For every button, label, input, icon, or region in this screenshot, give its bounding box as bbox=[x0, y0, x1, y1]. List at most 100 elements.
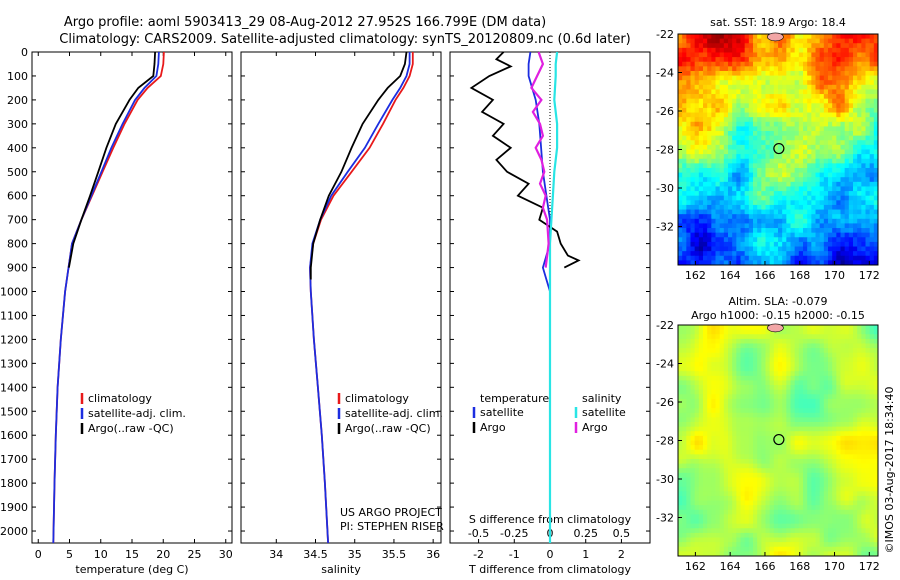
salinity-legend-label: Argo(..raw -QC) bbox=[345, 422, 431, 435]
s-diff-tick-label: 0.5 bbox=[613, 527, 631, 540]
temperature-series-1 bbox=[52, 51, 160, 544]
sla-map-coastline bbox=[767, 323, 784, 333]
sst-map-xtick-label: 166 bbox=[754, 269, 775, 282]
difference-temp-legend-label: satellite bbox=[480, 406, 524, 419]
salinity-xtick-label: 35.5 bbox=[382, 548, 407, 561]
sla-map-ytick-label: -32 bbox=[656, 512, 674, 525]
sla-map-ytick-label: -30 bbox=[656, 473, 674, 486]
sla-map-title-0: Altim. SLA: -0.079 bbox=[728, 295, 827, 308]
sla-map-panel: 162 164 166 168 170 172 -22 -24 -26 -28 -30 -32 Alti… bbox=[656, 295, 880, 573]
sst-map-xtick-label: 162 bbox=[685, 269, 706, 282]
salinity-xtick-label: 35 bbox=[348, 548, 362, 561]
difference-series-3 bbox=[530, 51, 550, 268]
temperature-xtick-label: 0 bbox=[35, 548, 42, 561]
project-annotation: US ARGO PROJECT bbox=[340, 506, 442, 519]
difference-temp-legend-label: Argo bbox=[480, 421, 506, 434]
depth-tick-label: 300 bbox=[7, 118, 28, 131]
sst-map-ytick-label: -26 bbox=[656, 105, 674, 118]
temperature-xtick-label: 15 bbox=[125, 548, 139, 561]
sla-map-xtick-label: 170 bbox=[824, 560, 845, 573]
temperature-legend-label: climatology bbox=[88, 392, 152, 405]
depth-tick-label: 1900 bbox=[0, 501, 28, 514]
salinity-panel: 34 34.5 35 35.5 36 salinity climatology satelli… bbox=[240, 51, 444, 576]
temperature-series-0 bbox=[52, 51, 165, 544]
temperature-legend-label: satellite-adj. clim. bbox=[88, 407, 186, 420]
depth-tick-label: 700 bbox=[7, 214, 28, 227]
s-diff-tick-label: -0.25 bbox=[500, 527, 528, 540]
sla-map-title-1: Argo h1000: -0.15 h2000: -0.15 bbox=[691, 309, 865, 322]
t-diff-tick-label: 0 bbox=[547, 548, 554, 561]
sla-map-xtick-label: 162 bbox=[685, 560, 706, 573]
difference-series-1 bbox=[469, 51, 581, 269]
s-diff-tick-label: -0.5 bbox=[468, 527, 489, 540]
sst-map-ytick-label: -30 bbox=[656, 182, 674, 195]
sla-map-xtick-label: 172 bbox=[859, 560, 880, 573]
sst-map-ytick-label: -24 bbox=[656, 67, 674, 80]
salinity-series-2 bbox=[309, 51, 408, 280]
temperature-series-2 bbox=[68, 51, 156, 268]
depth-tick-label: 500 bbox=[7, 166, 28, 179]
depth-tick-label: 1600 bbox=[0, 429, 28, 442]
title-line-1: Argo profile: aoml 5903413_29 08-Aug-201… bbox=[64, 15, 546, 30]
sla-map-argo-marker bbox=[773, 433, 785, 446]
temperature-panel: 0100200300400500600700800900100011001200… bbox=[0, 46, 233, 576]
sla-map-ytick-label: -22 bbox=[656, 319, 674, 332]
difference-sal-legend-label: Argo bbox=[582, 421, 608, 434]
sla-map-heatmap-cells bbox=[678, 325, 879, 557]
temperature-xtick-label: 10 bbox=[94, 548, 108, 561]
sst-map-xtick-label: 164 bbox=[720, 269, 741, 282]
legend-group-salinity: salinity bbox=[582, 392, 622, 405]
s-diff-tick-label: 0.25 bbox=[573, 527, 598, 540]
depth-tick-label: 400 bbox=[7, 142, 28, 155]
credit-text: ©IMOS 03-Aug-2017 18:34:40 bbox=[883, 387, 896, 554]
sst-map-ytick-label: -32 bbox=[656, 221, 674, 234]
sst-map-xtick-label: 172 bbox=[859, 269, 880, 282]
depth-tick-label: 800 bbox=[7, 238, 28, 251]
sla-map-ytick-label: -28 bbox=[656, 435, 674, 448]
sla-map-ytick-label: -26 bbox=[656, 396, 674, 409]
sst-map-title-0: sat. SST: 18.9 Argo: 18.4 bbox=[710, 16, 846, 29]
depth-tick-label: 1100 bbox=[0, 309, 28, 322]
depth-tick-label: 1000 bbox=[0, 286, 28, 299]
sla-map-xtick-label: 166 bbox=[754, 560, 775, 573]
sst-map-xtick-label: 168 bbox=[789, 269, 810, 282]
pi-annotation: PI: STEPHEN RISER bbox=[340, 520, 444, 533]
temperature-xtick-label: 5 bbox=[66, 548, 73, 561]
title-line-2: Climatology: CARS2009. Satellite-adjuste… bbox=[59, 32, 631, 47]
depth-tick-label: 900 bbox=[7, 262, 28, 275]
temperature-xtick-label: 20 bbox=[156, 548, 170, 561]
sla-map-xtick-label: 164 bbox=[720, 560, 741, 573]
difference-panel: -2 -1 0 1 2 T difference from climatology -0.5… bbox=[449, 51, 651, 576]
t-diff-tick-label: 1 bbox=[582, 548, 589, 561]
legend-group-temperature: temperature bbox=[480, 392, 549, 405]
sst-map-xtick-label: 170 bbox=[824, 269, 845, 282]
salinity-xlabel: salinity bbox=[321, 563, 361, 576]
depth-tick-label: 1800 bbox=[0, 477, 28, 490]
t-diff-tick-label: 2 bbox=[618, 548, 625, 561]
difference-sal-legend-label: satellite bbox=[582, 406, 626, 419]
sst-map-heatmap-cells bbox=[678, 34, 879, 266]
depth-tick-label: 1500 bbox=[0, 405, 28, 418]
temperature-xlabel: temperature (deg C) bbox=[75, 563, 188, 576]
salinity-axes-frame bbox=[240, 51, 442, 544]
depth-tick-label: 1300 bbox=[0, 357, 28, 370]
salinity-series-1 bbox=[309, 52, 411, 544]
temperature-axes-frame bbox=[31, 51, 233, 544]
sst-map-ytick-label: -28 bbox=[656, 144, 674, 157]
t-diff-xlabel: T difference from climatology bbox=[468, 563, 631, 576]
t-diff-tick-label: -2 bbox=[473, 548, 484, 561]
depth-tick-label: 0 bbox=[21, 46, 28, 59]
salinity-xtick-label: 34.5 bbox=[303, 548, 328, 561]
depth-tick-label: 200 bbox=[7, 94, 28, 107]
sst-map-argo-marker bbox=[773, 142, 785, 155]
depth-tick-label: 1200 bbox=[0, 333, 28, 346]
sla-map-ytick-label: -24 bbox=[656, 358, 674, 371]
depth-tick-label: 100 bbox=[7, 70, 28, 83]
temperature-legend-label: Argo(..raw -QC) bbox=[88, 422, 174, 435]
sst-map-ytick-label: -22 bbox=[656, 28, 674, 41]
salinity-xtick-label: 36 bbox=[426, 548, 440, 561]
temperature-xtick-label: 30 bbox=[219, 548, 233, 561]
difference-series-2 bbox=[548, 51, 559, 543]
depth-tick-label: 1400 bbox=[0, 381, 28, 394]
